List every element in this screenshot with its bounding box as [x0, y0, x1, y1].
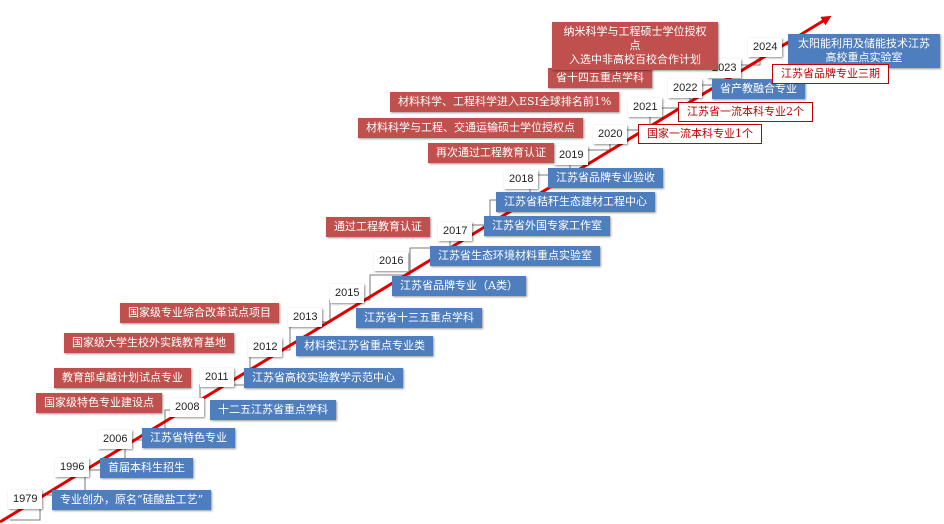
- milestone-line: 高校重点实验室: [825, 51, 903, 64]
- year-label: 2019: [554, 146, 589, 165]
- milestone-blue: 江苏省高校实验教学示范中心: [244, 368, 403, 388]
- milestone-red: 国家级专业综合改革试点项目: [120, 303, 279, 323]
- milestone-outline: 江苏省一流本科专业2个: [678, 102, 813, 122]
- milestone-blue: 专业创办，原名“硅酸盐工艺”: [52, 490, 212, 510]
- year-label: 2016: [374, 252, 409, 271]
- milestone-red: 国家级特色专业建设点: [36, 393, 162, 413]
- year-label: 2020: [593, 125, 628, 144]
- year-label: 2017: [438, 222, 473, 241]
- milestone-blue-two-line: 太阳能利用及储能技术江苏 高校重点实验室: [788, 34, 940, 68]
- milestone-line: 纳米科学与工程硕士学位授权点: [563, 25, 707, 52]
- year-label: 2008: [170, 398, 205, 417]
- milestone-blue: 江苏省外国专家工作室: [484, 216, 610, 236]
- milestone-red: 材料科学、工程科学进入ESI全球排名前1%: [390, 92, 620, 112]
- year-label: 2018: [504, 170, 539, 189]
- year-label: 2006: [98, 430, 133, 449]
- milestone-blue: 十二五江苏省重点学科: [210, 400, 336, 420]
- milestone-blue: 材料类江苏省重点专业类: [296, 336, 433, 356]
- milestone-red: 再次通过工程教育认证: [428, 143, 554, 163]
- year-label: 2011: [200, 368, 234, 387]
- milestone-blue: 江苏省生态环境材料重点实验室: [430, 246, 600, 266]
- milestone-blue: 首届本科生招生: [100, 458, 193, 478]
- milestone-blue: 省产教融合专业: [712, 79, 805, 99]
- milestone-blue: 江苏省十三五重点学科: [356, 308, 482, 328]
- milestone-blue: 江苏省秸秆生态建材工程中心: [496, 192, 655, 212]
- milestone-red: 省十四五重点学科: [548, 68, 652, 88]
- milestone-line: 太阳能利用及储能技术江苏: [798, 37, 930, 50]
- milestone-red: 教育部卓越计划试点专业: [54, 368, 191, 388]
- milestone-red: 通过工程教育认证: [326, 217, 430, 237]
- milestone-blue: 江苏省品牌专业验收: [548, 168, 663, 188]
- year-label: 1996: [55, 458, 90, 477]
- milestone-outline: 国家一流本科专业1个: [638, 124, 762, 144]
- year-label: 2013: [288, 308, 323, 327]
- milestone-line: 入选中非高校百校合作计划: [569, 53, 701, 66]
- year-label: 2021: [628, 98, 663, 117]
- milestone-outline: 江苏省品牌专业三期: [772, 64, 889, 84]
- milestone-red: 国家级大学生校外实践教育基地: [64, 333, 234, 353]
- milestone-red: 材料科学与工程、交通运输硕士学位授权点: [358, 118, 583, 138]
- milestone-blue: 江苏省特色专业: [142, 428, 235, 448]
- year-label: 2022: [668, 79, 703, 98]
- year-label: 1979: [8, 490, 43, 509]
- milestone-blue: 江苏省品牌专业（A类）: [392, 276, 526, 296]
- year-label: 2015: [330, 284, 365, 303]
- year-label: 2024: [748, 38, 783, 57]
- milestone-red-two-line: 纳米科学与工程硕士学位授权点 入选中非高校百校合作计划: [552, 22, 718, 70]
- year-label: 2012: [248, 338, 283, 357]
